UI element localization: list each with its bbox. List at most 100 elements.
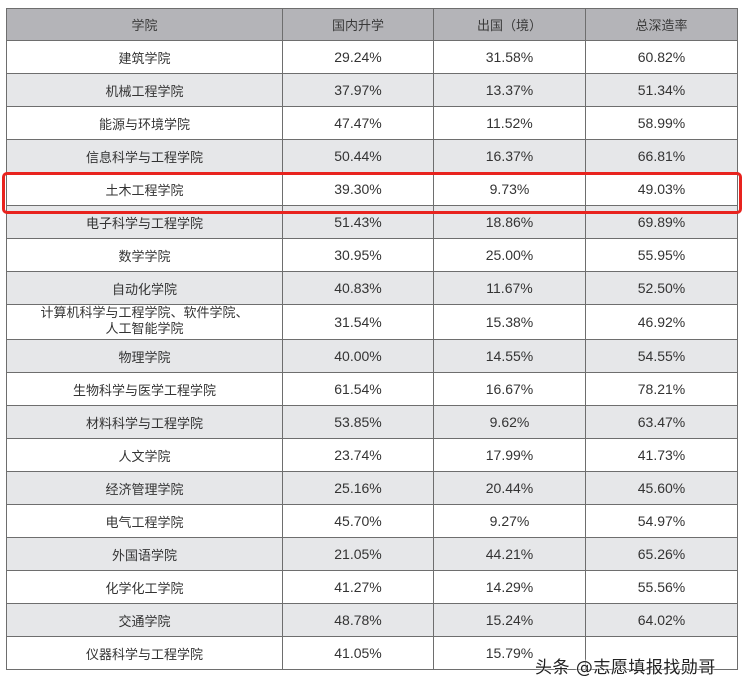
total-rate: 46.92% xyxy=(585,304,738,340)
domestic-rate: 23.74% xyxy=(282,438,434,472)
table-row: 生物科学与医学工程学院 61.54% 16.67% 78.21% xyxy=(6,372,738,406)
table-header-row: 学院 国内升学 出国（境） 总深造率 xyxy=(6,8,738,41)
domestic-rate: 45.70% xyxy=(282,504,434,538)
college-name: 外国语学院 xyxy=(6,537,283,571)
total-rate: 49.03% xyxy=(585,172,738,206)
table-row: 建筑学院 29.24% 31.58% 60.82% xyxy=(6,40,738,74)
table-row: 经济管理学院 25.16% 20.44% 45.60% xyxy=(6,471,738,505)
domestic-rate: 21.05% xyxy=(282,537,434,571)
table-row: 电气工程学院 45.70% 9.27% 54.97% xyxy=(6,504,738,538)
college-name: 材料科学与工程学院 xyxy=(6,405,283,439)
header-college: 学院 xyxy=(6,8,283,41)
total-rate: 65.26% xyxy=(585,537,738,571)
abroad-rate: 15.38% xyxy=(433,304,586,340)
domestic-rate: 47.47% xyxy=(282,106,434,140)
abroad-rate: 44.21% xyxy=(433,537,586,571)
header-total: 总深造率 xyxy=(585,8,738,41)
college-name-line2: 人工智能学院 xyxy=(105,322,184,337)
college-name: 计算机科学与工程学院、软件学院、 人工智能学院 xyxy=(6,304,283,340)
total-rate xyxy=(585,636,738,670)
abroad-rate: 17.99% xyxy=(433,438,586,472)
table-row: 计算机科学与工程学院、软件学院、 人工智能学院 31.54% 15.38% 46… xyxy=(6,304,738,340)
domestic-rate: 40.83% xyxy=(282,271,434,305)
table-row-highlighted: 土木工程学院 39.30% 9.73% 49.03% xyxy=(6,172,738,206)
abroad-rate: 11.67% xyxy=(433,271,586,305)
college-name-line1: 计算机科学与工程学院、软件学院、 xyxy=(40,306,249,321)
abroad-rate: 16.37% xyxy=(433,139,586,173)
table-row: 外国语学院 21.05% 44.21% 65.26% xyxy=(6,537,738,571)
total-rate: 66.81% xyxy=(585,139,738,173)
abroad-rate: 13.37% xyxy=(433,73,586,107)
table-row: 人文学院 23.74% 17.99% 41.73% xyxy=(6,438,738,472)
table-row: 交通学院 48.78% 15.24% 64.02% xyxy=(6,603,738,637)
total-rate: 78.21% xyxy=(585,372,738,406)
total-rate: 41.73% xyxy=(585,438,738,472)
abroad-rate: 31.58% xyxy=(433,40,586,74)
total-rate: 55.56% xyxy=(585,570,738,604)
college-name: 化学化工学院 xyxy=(6,570,283,604)
graduate-study-rate-table: 学院 国内升学 出国（境） 总深造率 建筑学院 29.24% 31.58% 60… xyxy=(6,8,738,670)
total-rate: 69.89% xyxy=(585,205,738,239)
college-name: 自动化学院 xyxy=(6,271,283,305)
total-rate: 45.60% xyxy=(585,471,738,505)
abroad-rate: 14.55% xyxy=(433,339,586,373)
table-row: 材料科学与工程学院 53.85% 9.62% 63.47% xyxy=(6,405,738,439)
domestic-rate: 37.97% xyxy=(282,73,434,107)
college-name: 能源与环境学院 xyxy=(6,106,283,140)
domestic-rate: 41.27% xyxy=(282,570,434,604)
college-name: 生物科学与医学工程学院 xyxy=(6,372,283,406)
abroad-rate: 20.44% xyxy=(433,471,586,505)
total-rate: 60.82% xyxy=(585,40,738,74)
domestic-rate: 39.30% xyxy=(282,172,434,206)
total-rate: 55.95% xyxy=(585,238,738,272)
college-name: 建筑学院 xyxy=(6,40,283,74)
table-row: 信息科学与工程学院 50.44% 16.37% 66.81% xyxy=(6,139,738,173)
table-row: 自动化学院 40.83% 11.67% 52.50% xyxy=(6,271,738,305)
abroad-rate: 18.86% xyxy=(433,205,586,239)
domestic-rate: 25.16% xyxy=(282,471,434,505)
domestic-rate: 30.95% xyxy=(282,238,434,272)
total-rate: 58.99% xyxy=(585,106,738,140)
college-name: 电气工程学院 xyxy=(6,504,283,538)
header-abroad: 出国（境） xyxy=(433,8,586,41)
table-row: 仪器科学与工程学院 41.05% 15.79% xyxy=(6,636,738,670)
college-name: 物理学院 xyxy=(6,339,283,373)
domestic-rate: 53.85% xyxy=(282,405,434,439)
college-name: 交通学院 xyxy=(6,603,283,637)
total-rate: 54.55% xyxy=(585,339,738,373)
college-name: 数学学院 xyxy=(6,238,283,272)
table-row: 物理学院 40.00% 14.55% 54.55% xyxy=(6,339,738,373)
abroad-rate: 9.27% xyxy=(433,504,586,538)
college-name: 机械工程学院 xyxy=(6,73,283,107)
abroad-rate: 25.00% xyxy=(433,238,586,272)
header-domestic: 国内升学 xyxy=(282,8,434,41)
table-row: 电子科学与工程学院 51.43% 18.86% 69.89% xyxy=(6,205,738,239)
table-row: 化学化工学院 41.27% 14.29% 55.56% xyxy=(6,570,738,604)
domestic-rate: 29.24% xyxy=(282,40,434,74)
abroad-rate: 9.73% xyxy=(433,172,586,206)
table-row: 机械工程学院 37.97% 13.37% 51.34% xyxy=(6,73,738,107)
domestic-rate: 40.00% xyxy=(282,339,434,373)
college-name: 土木工程学院 xyxy=(6,172,283,206)
total-rate: 51.34% xyxy=(585,73,738,107)
abroad-rate: 9.62% xyxy=(433,405,586,439)
domestic-rate: 50.44% xyxy=(282,139,434,173)
domestic-rate: 41.05% xyxy=(282,636,434,670)
college-name: 信息科学与工程学院 xyxy=(6,139,283,173)
total-rate: 64.02% xyxy=(585,603,738,637)
abroad-rate: 16.67% xyxy=(433,372,586,406)
domestic-rate: 31.54% xyxy=(282,304,434,340)
abroad-rate: 14.29% xyxy=(433,570,586,604)
table-row: 能源与环境学院 47.47% 11.52% 58.99% xyxy=(6,106,738,140)
domestic-rate: 48.78% xyxy=(282,603,434,637)
total-rate: 52.50% xyxy=(585,271,738,305)
total-rate: 63.47% xyxy=(585,405,738,439)
total-rate: 54.97% xyxy=(585,504,738,538)
abroad-rate: 11.52% xyxy=(433,106,586,140)
table-row: 数学学院 30.95% 25.00% 55.95% xyxy=(6,238,738,272)
college-name: 人文学院 xyxy=(6,438,283,472)
college-name: 经济管理学院 xyxy=(6,471,283,505)
college-name: 仪器科学与工程学院 xyxy=(6,636,283,670)
domestic-rate: 51.43% xyxy=(282,205,434,239)
college-name: 电子科学与工程学院 xyxy=(6,205,283,239)
